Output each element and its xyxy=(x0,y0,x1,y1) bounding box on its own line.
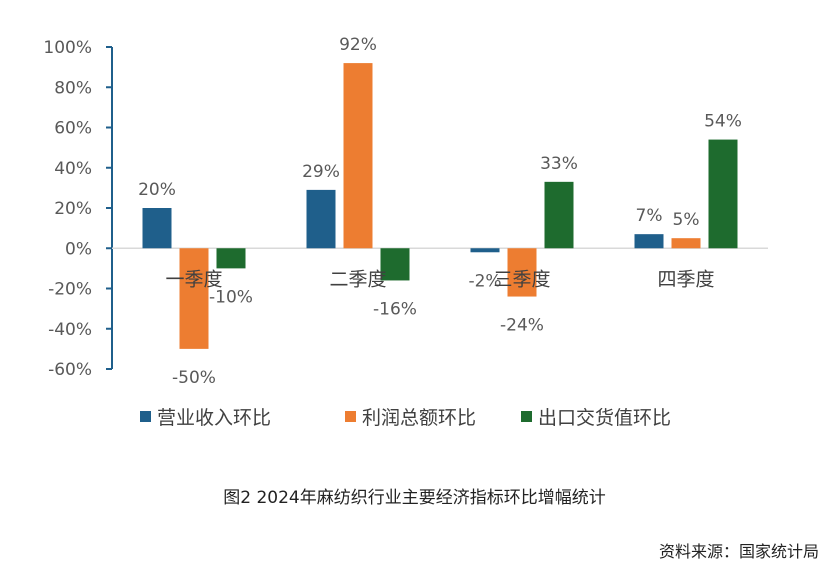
bar-chart: 100% 80% 60% 40% 20% 0% -20% -40% -60% 20% -50% -10… xyxy=(43,35,768,429)
data-label: 54% xyxy=(704,112,742,132)
data-label: 33% xyxy=(540,154,578,174)
y-tick-label: -20% xyxy=(48,280,92,300)
y-tick-label: 20% xyxy=(54,199,92,219)
bar xyxy=(179,248,209,349)
legend-label: 出口交货值环比 xyxy=(538,407,671,429)
bar xyxy=(380,248,410,281)
y-tick-label: 100% xyxy=(43,38,92,58)
data-label: 20% xyxy=(138,180,176,200)
data-label: -2% xyxy=(468,271,501,291)
data-label: -16% xyxy=(373,299,417,319)
bar xyxy=(544,181,574,249)
x-category-label: 二季度 xyxy=(329,268,386,290)
bar xyxy=(507,248,537,297)
data-label: 29% xyxy=(302,162,340,182)
legend-swatch xyxy=(140,411,151,422)
legend-label: 利润总额环比 xyxy=(362,407,476,429)
bar xyxy=(216,248,246,269)
figure-caption: 图2 2024年麻纺织行业主要经济指标环比增幅统计 xyxy=(223,488,606,508)
bar xyxy=(708,139,738,249)
legend-label: 营业收入环比 xyxy=(157,407,271,429)
data-label: 5% xyxy=(673,210,700,230)
y-tick-label: 60% xyxy=(54,119,92,139)
x-category-label: 三季度 xyxy=(493,268,550,290)
y-tick-label: -40% xyxy=(48,320,92,340)
y-tick-label: 80% xyxy=(54,78,92,98)
data-label: 7% xyxy=(636,206,663,226)
bar xyxy=(671,238,701,249)
data-label: -10% xyxy=(209,287,253,307)
bar xyxy=(306,189,336,249)
bar xyxy=(470,248,500,253)
source-note: 资料来源：国家统计局 xyxy=(658,542,819,561)
y-tick-label: -60% xyxy=(48,360,92,380)
data-label: -50% xyxy=(172,368,216,388)
bar xyxy=(343,63,373,249)
legend-swatch xyxy=(345,411,356,422)
legend-swatch xyxy=(521,411,532,422)
data-label: -24% xyxy=(500,316,544,336)
x-category-label: 一季度 xyxy=(165,268,222,290)
data-label: 92% xyxy=(339,35,377,55)
y-tick-label: 0% xyxy=(65,239,92,259)
bar xyxy=(634,234,664,249)
bar xyxy=(142,208,172,249)
x-category-label: 四季度 xyxy=(657,268,714,290)
y-tick-label: 40% xyxy=(54,159,92,179)
